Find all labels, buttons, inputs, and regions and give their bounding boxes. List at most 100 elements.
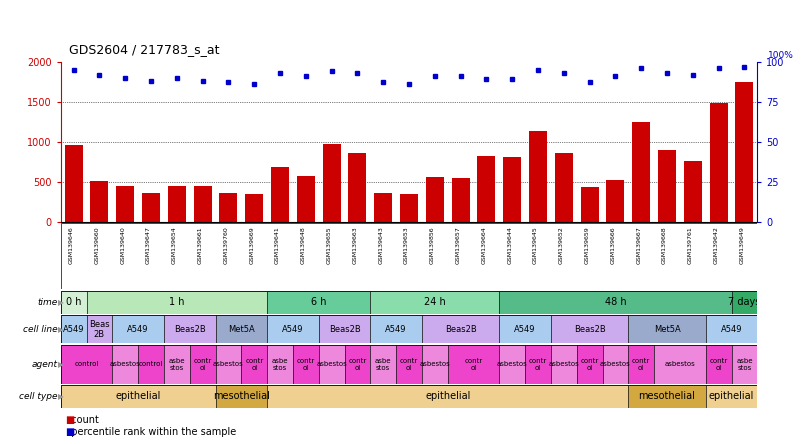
Bar — [142, 193, 160, 222]
Bar — [61, 345, 113, 384]
Bar — [654, 345, 706, 384]
Text: asbestos: asbestos — [316, 361, 347, 367]
Text: A549: A549 — [514, 325, 536, 334]
Bar — [706, 385, 757, 408]
Bar — [319, 315, 370, 343]
Text: GSM139645: GSM139645 — [533, 226, 538, 264]
Bar — [139, 345, 164, 384]
Text: contr
ol: contr ol — [632, 357, 650, 371]
Text: GSM139666: GSM139666 — [611, 226, 616, 264]
Text: GSM139647: GSM139647 — [146, 226, 151, 264]
Text: GSM139761: GSM139761 — [688, 226, 693, 264]
Text: GSM139760: GSM139760 — [224, 226, 228, 264]
Bar — [215, 385, 267, 408]
Bar — [61, 291, 87, 314]
Bar — [503, 157, 522, 222]
Bar — [706, 345, 731, 384]
Bar — [370, 315, 422, 343]
Text: GSM139652: GSM139652 — [559, 226, 564, 264]
Bar — [113, 345, 139, 384]
Text: percentile rank within the sample: percentile rank within the sample — [65, 427, 236, 437]
Text: GSM139663: GSM139663 — [352, 226, 357, 264]
Bar — [296, 176, 315, 222]
Text: GSM139640: GSM139640 — [120, 226, 126, 264]
Text: mesothelial: mesothelial — [213, 392, 270, 401]
Text: contr
ol: contr ol — [296, 357, 315, 371]
Text: ■: ■ — [65, 427, 74, 437]
Text: cell type: cell type — [19, 392, 58, 401]
Text: A549: A549 — [386, 325, 407, 334]
Text: ▶: ▶ — [58, 298, 64, 307]
Bar — [603, 345, 629, 384]
Bar — [267, 385, 629, 408]
Text: GSM139653: GSM139653 — [404, 226, 409, 264]
Text: count: count — [65, 415, 99, 425]
Bar — [629, 315, 706, 343]
Text: GSM139642: GSM139642 — [714, 226, 718, 264]
Bar — [245, 194, 263, 222]
Text: contr
ol: contr ol — [529, 357, 548, 371]
Bar — [190, 345, 215, 384]
Text: ▶: ▶ — [58, 392, 64, 401]
Text: Beas
2B: Beas 2B — [89, 320, 110, 339]
Text: contr
ol: contr ol — [194, 357, 211, 371]
Text: asbestos: asbestos — [213, 361, 244, 367]
Text: GSM139643: GSM139643 — [378, 226, 383, 264]
Text: cell line: cell line — [23, 325, 58, 334]
Text: GSM139667: GSM139667 — [636, 226, 642, 264]
Text: 24 h: 24 h — [424, 297, 446, 307]
Text: A549: A549 — [282, 325, 304, 334]
Text: epithelial: epithelial — [425, 392, 471, 401]
Text: time: time — [37, 298, 58, 307]
Text: epithelial: epithelial — [116, 392, 161, 401]
Text: ▶: ▶ — [58, 325, 64, 334]
Bar — [271, 167, 289, 222]
Bar — [551, 315, 629, 343]
Text: agent: agent — [32, 360, 58, 369]
Text: asbestos: asbestos — [420, 361, 450, 367]
Bar — [529, 131, 547, 222]
Text: control: control — [139, 361, 164, 367]
Text: asbestos: asbestos — [548, 361, 579, 367]
Bar — [555, 153, 573, 222]
Text: GSM139657: GSM139657 — [456, 226, 461, 264]
Text: mesothelial: mesothelial — [638, 392, 696, 401]
Bar — [241, 345, 267, 384]
Bar — [577, 345, 603, 384]
Bar — [220, 193, 237, 222]
Bar — [348, 153, 366, 222]
Text: contr
ol: contr ol — [400, 357, 418, 371]
Text: 1 h: 1 h — [169, 297, 185, 307]
Text: Beas2B: Beas2B — [445, 325, 476, 334]
Bar — [87, 315, 113, 343]
Text: GSM139649: GSM139649 — [740, 226, 744, 264]
Text: GSM139856: GSM139856 — [430, 226, 435, 264]
Text: asbestos: asbestos — [600, 361, 631, 367]
Bar — [731, 291, 757, 314]
Bar — [194, 186, 211, 222]
Bar — [370, 291, 499, 314]
Bar — [116, 186, 134, 222]
Text: asbe
stos: asbe stos — [168, 357, 185, 371]
Bar — [267, 345, 293, 384]
Text: A549: A549 — [127, 325, 149, 334]
Bar — [477, 156, 496, 222]
Bar — [633, 123, 650, 222]
Text: GSM139668: GSM139668 — [662, 226, 667, 264]
Bar — [422, 345, 448, 384]
Text: contr
ol: contr ol — [710, 357, 727, 371]
Bar — [400, 194, 418, 222]
Text: asbestos: asbestos — [664, 361, 695, 367]
Text: A549: A549 — [63, 325, 84, 334]
Bar — [525, 345, 551, 384]
Text: asbe
stos: asbe stos — [272, 357, 288, 371]
Bar — [629, 345, 654, 384]
Text: Beas2B: Beas2B — [329, 325, 360, 334]
Text: 100%: 100% — [768, 51, 794, 60]
Bar — [629, 385, 706, 408]
Bar — [422, 315, 499, 343]
Text: GSM139664: GSM139664 — [481, 226, 487, 264]
Text: GSM139660: GSM139660 — [95, 226, 100, 264]
Bar — [607, 180, 625, 222]
Bar — [396, 345, 422, 384]
